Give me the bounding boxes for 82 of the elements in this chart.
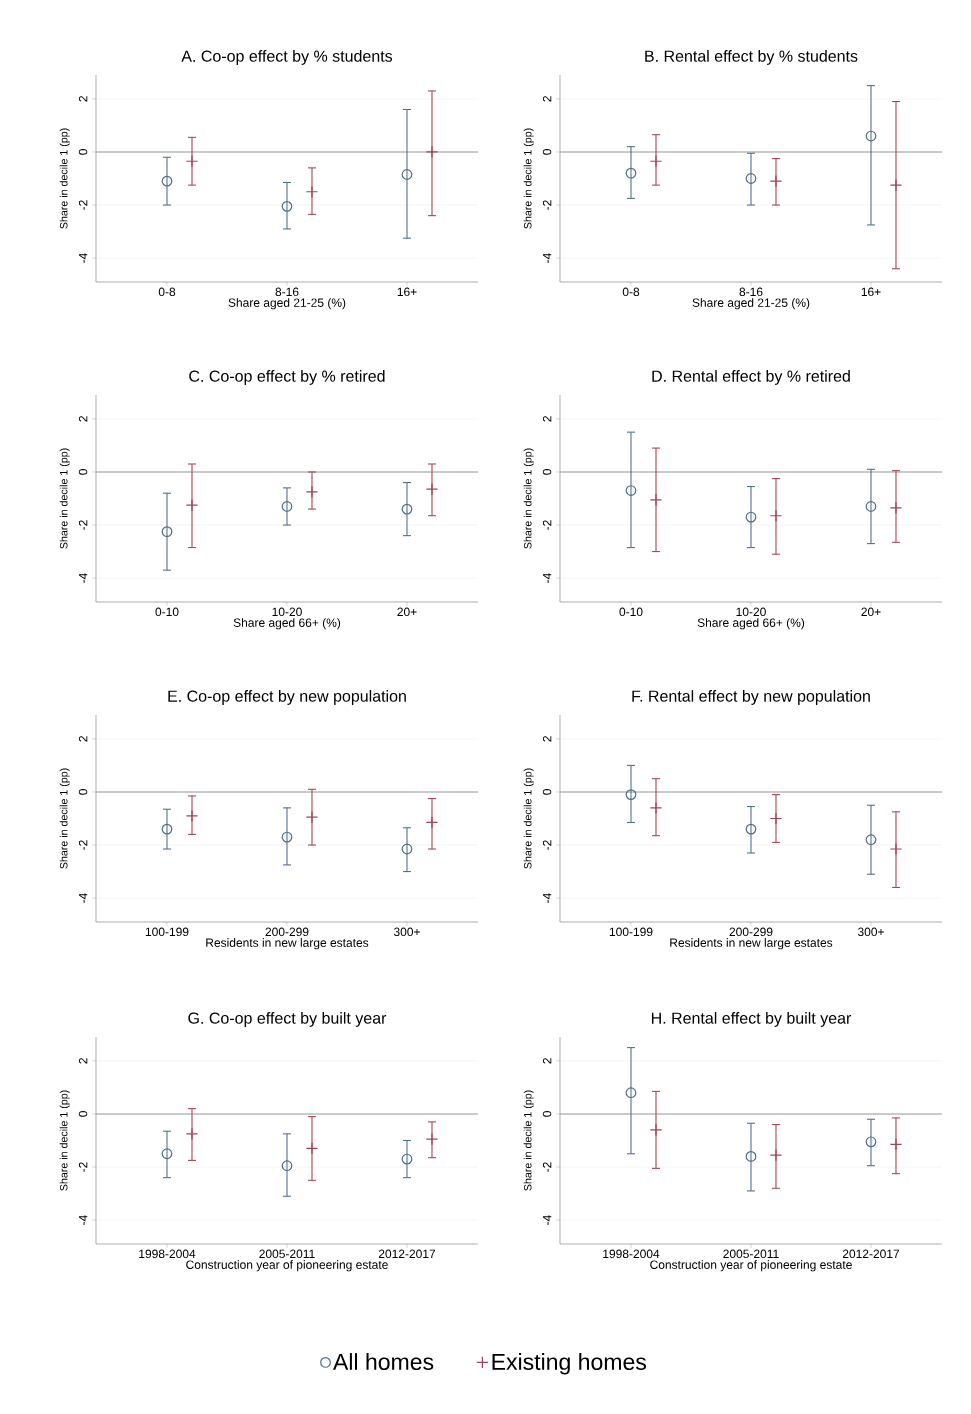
x-axis-title: Construction year of pioneering estate <box>650 1260 852 1272</box>
y-tick-label: 0 <box>78 469 88 475</box>
x-axis-title: Share aged 21-25 (%) <box>692 298 810 310</box>
chart-title: F. Rental effect by new population <box>632 690 870 705</box>
x-tick-label: 2012-2017 <box>378 1249 436 1259</box>
y-tick-label: 0 <box>78 149 88 155</box>
x-tick-label: 100-199 <box>609 927 653 937</box>
x-tick-label: 20+ <box>861 607 881 617</box>
y-tick-label: 0 <box>78 1111 88 1117</box>
x-tick-label: 0-8 <box>622 287 640 297</box>
x-tick-label: 8-16 <box>275 287 299 297</box>
x-tick-label: 8-16 <box>739 287 763 297</box>
y-tick-label: -4 <box>79 573 88 583</box>
x-tick-label: 200-299 <box>265 927 309 937</box>
x-tick-label: 2005-2011 <box>259 1249 315 1259</box>
x-tick-label: 1998-2004 <box>139 1249 196 1259</box>
y-tick-label: 0 <box>542 1111 552 1117</box>
y-tick-label: -2 <box>542 1162 552 1172</box>
x-tick-label: 100-199 <box>145 927 189 937</box>
y-tick-label: 2 <box>542 416 552 422</box>
y-tick-label: 2 <box>542 1058 552 1064</box>
x-tick-label: 2012-2017 <box>842 1249 900 1259</box>
x-tick-label: 0-10 <box>619 607 643 617</box>
y-tick-label: 2 <box>78 736 88 742</box>
x-tick-label: 1998-2004 <box>603 1249 660 1259</box>
y-axis-title: Share in decile 1 (pp) <box>59 768 70 869</box>
y-tick-label: -2 <box>542 520 552 530</box>
x-axis-title: Share aged 21-25 (%) <box>228 298 346 310</box>
chart-title: G. Co-op effect by built year <box>188 1012 387 1027</box>
y-tick-label: -4 <box>79 1215 88 1225</box>
y-tick-label: -2 <box>78 840 88 850</box>
x-tick-label: 200-299 <box>729 927 773 937</box>
x-tick-label: 20+ <box>397 607 417 617</box>
y-tick-label: -2 <box>542 200 552 210</box>
y-tick-label: 2 <box>78 416 88 422</box>
chart-title: D. Rental effect by % retired <box>652 370 850 385</box>
y-tick-label: 2 <box>542 736 552 742</box>
x-axis-title: Share aged 66+ (%) <box>233 618 341 630</box>
y-axis-title: Share in decile 1 (pp) <box>523 1090 534 1191</box>
y-axis-title: Share in decile 1 (pp) <box>523 768 534 869</box>
y-tick-label: 0 <box>78 789 88 795</box>
y-tick-label: -4 <box>543 573 552 583</box>
y-tick-label: -2 <box>78 200 88 210</box>
y-tick-label: 0 <box>542 149 552 155</box>
legend-label: All homes <box>333 1353 434 1371</box>
x-tick-label: 10-20 <box>272 607 302 617</box>
chart-title: H. Rental effect by built year <box>651 1012 852 1027</box>
y-tick-label: -4 <box>543 253 552 263</box>
y-tick-label: -2 <box>78 520 88 530</box>
y-tick-label: -4 <box>79 893 88 903</box>
x-axis-title: Residents in new large estates <box>206 938 369 950</box>
chart-title: E. Co-op effect by new population <box>168 690 406 705</box>
chart-title: A. Co-op effect by % students <box>181 50 393 65</box>
x-axis-title: Share aged 66+ (%) <box>697 618 805 630</box>
x-tick-label: 0-8 <box>158 287 176 297</box>
y-tick-label: -2 <box>78 1162 88 1172</box>
legend-label: Existing homes <box>492 1353 646 1375</box>
x-tick-label: 0-10 <box>155 607 179 617</box>
x-tick-label: 16+ <box>861 287 881 297</box>
y-tick-label: 2 <box>78 1058 88 1064</box>
x-tick-label: 16+ <box>397 287 417 297</box>
x-tick-label: 300+ <box>857 927 884 937</box>
y-axis-title: Share in decile 1 (pp) <box>59 1090 70 1191</box>
x-tick-label: 300+ <box>393 927 420 937</box>
y-tick-label: -2 <box>542 840 552 850</box>
y-tick-label: -4 <box>543 1215 552 1225</box>
y-tick-label: 0 <box>542 469 552 475</box>
y-tick-label: -4 <box>79 253 88 263</box>
y-axis-title: Share in decile 1 (pp) <box>523 128 534 229</box>
y-tick-label: -4 <box>543 893 552 903</box>
x-tick-label: 2005-2011 <box>723 1249 779 1259</box>
y-axis-title: Share in decile 1 (pp) <box>59 448 70 549</box>
y-axis-title: Share in decile 1 (pp) <box>59 128 70 229</box>
chart-title: B. Rental effect by % students <box>645 50 858 65</box>
chart-title: C. Co-op effect by % retired <box>189 370 385 385</box>
y-tick-label: 2 <box>78 96 88 102</box>
x-tick-label: 10-20 <box>736 607 766 617</box>
y-axis-title: Share in decile 1 (pp) <box>523 448 534 549</box>
y-tick-label: 2 <box>542 96 552 102</box>
x-axis-title: Construction year of pioneering estate <box>186 1260 388 1272</box>
x-axis-title: Residents in new large estates <box>670 938 833 950</box>
y-tick-label: 0 <box>542 789 552 795</box>
